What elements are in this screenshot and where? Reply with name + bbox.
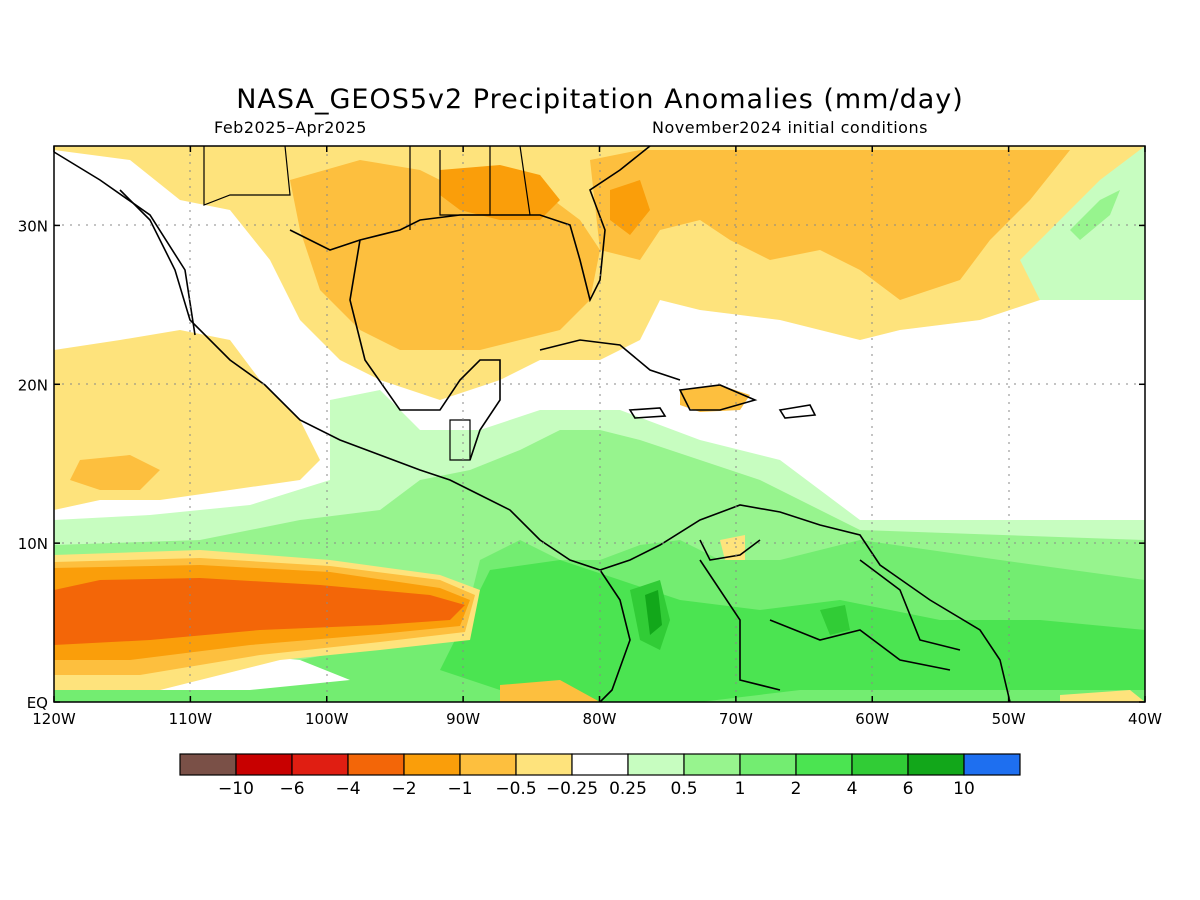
- map-title: NASA_GEOS5v2 Precipitation Anomalies (mm…: [236, 84, 964, 115]
- dry-patch-south-pacific: [500, 680, 600, 702]
- forecast-period: Feb2025–Apr2025: [214, 118, 367, 137]
- colorbar-swatch: [459, 753, 517, 776]
- dry-core-georgia: [610, 180, 650, 235]
- colorbar-label: −1: [447, 779, 472, 799]
- colorbar-swatch: [291, 753, 349, 776]
- colorbar-label: 0.25: [609, 779, 647, 799]
- colorbar-label: 2: [791, 779, 802, 799]
- colorbar-label: 6: [903, 779, 914, 799]
- axis-ticks: 120W 110W 100W 90W 80W 70W 60W 50W 40W EQ 10N 20N 30…: [18, 146, 1162, 728]
- colorbar-swatch: [683, 753, 741, 776]
- dry-patch-venezuela: [720, 535, 745, 560]
- wet-core-max: [645, 590, 662, 635]
- lat-tick-label: 30N: [18, 217, 48, 235]
- borders: [203, 146, 531, 461]
- lat-tick-label: EQ: [27, 694, 48, 712]
- colorbar-swatch: [739, 753, 797, 776]
- colorbar-label: 0.5: [670, 779, 697, 799]
- colorbar-swatch: [963, 753, 1021, 776]
- colorbar-swatch: [235, 753, 293, 776]
- colorbar-swatch: [347, 753, 405, 776]
- colorbar-swatch: [179, 753, 237, 776]
- lon-tick-label: 100W: [305, 710, 349, 728]
- colorbar-swatch: [571, 753, 629, 776]
- colorbar-swatch: [515, 753, 573, 776]
- dry-tongue-pacific-core: [54, 578, 465, 645]
- colorbar-swatch: [403, 753, 461, 776]
- colorbar-label: 10: [953, 779, 975, 799]
- lon-tick-label: 120W: [32, 710, 76, 728]
- initial-conditions: November2024 initial conditions: [652, 118, 928, 137]
- lon-tick-label: 40W: [1128, 710, 1162, 728]
- wet-core-guiana: [820, 605, 850, 635]
- lon-tick-label: 90W: [446, 710, 480, 728]
- colorbar-label: −10: [218, 779, 254, 799]
- lon-tick-label: 60W: [855, 710, 889, 728]
- lon-tick-label: 50W: [992, 710, 1026, 728]
- dry-core-southeast-us: [440, 165, 560, 220]
- colorbar-label: −0.5: [495, 779, 536, 799]
- colorbar-label: −6: [279, 779, 304, 799]
- colorbar-label: 1: [735, 779, 746, 799]
- coastlines: [54, 146, 1011, 702]
- colorbar-swatch: [795, 753, 853, 776]
- wet-patch-north-atlantic: [1070, 190, 1120, 240]
- colorbar: −10 −6 −4 −2 −1 −0.5 −0.25 0.25 0.5 1 2 4 6 10: [179, 753, 1021, 799]
- lon-tick-label: 110W: [169, 710, 213, 728]
- dry-patch-east-pacific: [70, 455, 160, 490]
- lon-tick-label: 70W: [719, 710, 753, 728]
- lat-tick-label: 20N: [18, 376, 48, 394]
- dry-patch-south-atlantic: [1060, 690, 1145, 702]
- lat-tick-label: 10N: [18, 535, 48, 553]
- gridlines: [54, 146, 1145, 702]
- colorbar-swatch: [907, 753, 965, 776]
- colorbar-label: −2: [391, 779, 416, 799]
- colorbar-label: −0.25: [546, 779, 598, 799]
- colorbar-label: 4: [847, 779, 858, 799]
- lon-tick-label: 80W: [583, 710, 617, 728]
- dry-patch-hispaniola: [680, 385, 750, 412]
- colorbar-swatch: [627, 753, 685, 776]
- colorbar-label: −4: [335, 779, 360, 799]
- colorbar-swatch: [851, 753, 909, 776]
